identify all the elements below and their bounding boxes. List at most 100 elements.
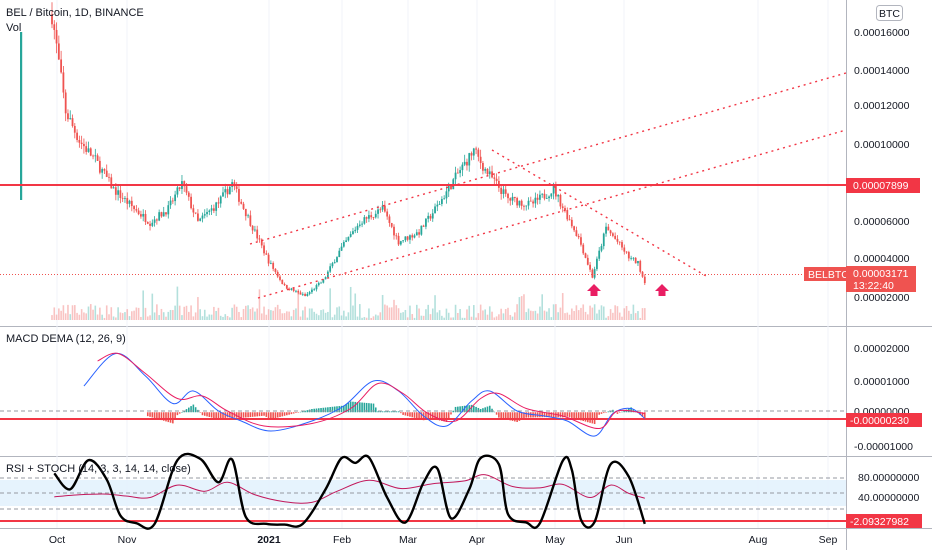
volume-bar (511, 316, 514, 320)
volume-bar (390, 307, 393, 320)
macd-histogram-bar (402, 412, 404, 415)
volume-bar (552, 304, 555, 320)
candle-body (171, 200, 174, 202)
macd-histogram-bar (340, 405, 343, 413)
currency-badge[interactable]: BTC (876, 5, 903, 21)
price-axis[interactable]: 0.00016000 0.00014000 0.00012000 0.00010… (854, 27, 910, 304)
volume-bar (632, 304, 635, 320)
candle-body (290, 288, 293, 290)
candle-body (598, 250, 601, 259)
candle-body (176, 187, 179, 195)
macd-histogram-bar (172, 412, 174, 424)
candle-body (20, 32, 23, 200)
volume-bar (338, 306, 341, 320)
macd-histogram-bar (457, 406, 459, 413)
candle-body (153, 219, 156, 223)
volume-bar (441, 315, 443, 320)
candle-body (493, 177, 496, 179)
volume-bar (302, 310, 304, 320)
candle-body (67, 113, 69, 120)
volume-bar (153, 312, 156, 320)
candle-body (584, 253, 587, 258)
volume-bar (523, 294, 525, 320)
volume-bar (267, 309, 270, 320)
volume-bar (254, 311, 256, 320)
channel-upper-line[interactable] (249, 72, 847, 245)
volume-bar (99, 307, 101, 320)
volume-bar (598, 309, 600, 320)
volume-bar (336, 307, 338, 320)
rsi-axis[interactable]: 80.00000000 40.00000000 (858, 472, 919, 504)
time-tick: Nov (118, 534, 137, 546)
candle-body (561, 206, 564, 208)
volume-bar (493, 317, 496, 320)
macd-histogram-bar (488, 405, 491, 413)
candle-body (146, 221, 149, 224)
volume-bar (384, 304, 386, 320)
macd-title: MACD DEMA (12, 26, 9) (6, 333, 126, 345)
volume-bar (591, 307, 594, 320)
volume-bar (217, 307, 220, 320)
candle-body (436, 204, 439, 207)
macd-histogram-bar (591, 412, 594, 424)
drawings[interactable] (0, 72, 847, 299)
rsi-tick: 80.00000000 (858, 472, 919, 484)
time-tick: Apr (469, 534, 486, 546)
macd-histogram-bar (245, 412, 247, 418)
volume-bar (621, 316, 623, 320)
volume-bar (158, 315, 160, 320)
volume-bar (495, 316, 498, 320)
candle-body (151, 222, 154, 226)
volume-bar (416, 304, 418, 320)
level-price-value: 0.00007899 (853, 180, 909, 192)
candle-body (269, 262, 272, 264)
candle-body (372, 217, 375, 219)
macd-histogram-bar (543, 412, 546, 418)
candle-body (155, 219, 158, 221)
candle-body (324, 277, 327, 280)
candle-body (463, 161, 466, 165)
macd-histogram-bar (420, 412, 423, 420)
candle-body (254, 229, 256, 231)
candle-body (586, 257, 589, 265)
macd-histogram-bar (201, 412, 204, 416)
macd-histogram-bar (404, 412, 407, 416)
candle-body (60, 59, 63, 73)
volume-bar (240, 317, 243, 320)
candle-body (80, 142, 83, 144)
macd-histogram-bar (384, 411, 386, 413)
macd-axis[interactable]: 0.00002000 0.00001000 0.00000000 -0.0000… (854, 343, 913, 453)
volume-bar (270, 310, 272, 320)
time-axis[interactable]: Oct Nov 2021 Feb Mar Apr May Jun Aug Sep (49, 534, 838, 546)
candle-body (345, 240, 348, 243)
candle-body (105, 170, 108, 177)
candle-body (358, 224, 361, 226)
volume-bar (395, 305, 398, 320)
volume-bar (347, 312, 350, 320)
candle-body (582, 244, 585, 254)
volume-bar (587, 314, 589, 320)
volume-bar (329, 288, 331, 320)
candle-body (390, 222, 393, 227)
volume-bar (393, 299, 395, 320)
candle-body (625, 251, 628, 253)
macd-histogram-bar (607, 411, 610, 413)
volume-bar (281, 313, 284, 320)
volume-bar (183, 306, 186, 320)
macd-histogram-bar (374, 407, 377, 413)
volume-bar (222, 316, 224, 320)
macd-histogram-bar (359, 402, 361, 413)
candle-body (210, 208, 213, 211)
candle-body (632, 257, 635, 259)
macd-histogram-bar (525, 412, 528, 418)
volume-bar (582, 304, 585, 320)
macd-histogram-bar (566, 412, 569, 417)
price-tick: 0.00012000 (854, 100, 910, 112)
volume-bar (340, 315, 343, 320)
macd-histogram-bar (511, 412, 514, 421)
rsi-tick: 40.00000000 (858, 492, 919, 504)
candle-body (333, 262, 336, 264)
macd-histogram-bar (548, 412, 550, 418)
volume-bar (502, 313, 505, 320)
